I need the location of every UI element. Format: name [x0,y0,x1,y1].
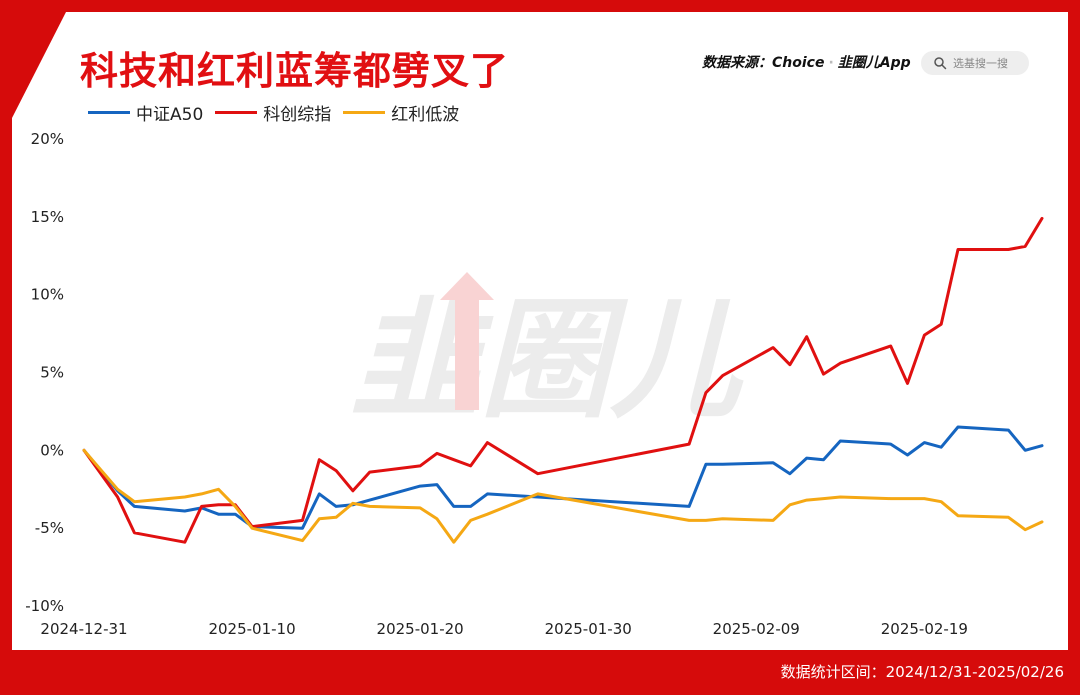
y-tick-label: -10% [25,597,64,615]
data-source: 数据来源：Choice · 韭圈儿App [702,52,911,72]
legend: 中证A50 科创综指 红利低波 [88,100,471,125]
y-tick-label: 0% [40,441,64,459]
search-input[interactable]: 选基搜一搜 [921,51,1029,75]
chart-card [12,12,1068,650]
series-line-1 [82,216,1044,544]
x-tick-label: 2025-02-19 [881,620,968,638]
watermark: 韭圈儿 [350,272,744,436]
x-tick-label: 2025-02-09 [713,620,800,638]
y-axis-ticks: 20% 15% 10% 5% 0% -5% -10% [25,130,64,615]
legend-label-a50: 中证A50 [136,105,204,125]
series-lines [82,216,1044,544]
search-placeholder: 选基搜一搜 [953,57,1008,70]
watermark-text: 韭圈儿 [350,284,744,436]
series-line-0 [82,425,1044,530]
watermark-arrow-icon [440,272,494,410]
x-tick-label: 2025-01-20 [377,620,464,638]
y-tick-label: 15% [31,208,64,226]
source-label: 数据来源：Choice [702,55,825,71]
legend-item-a50: 中证A50 [88,100,203,125]
source-separator: · [828,55,834,71]
legend-label-dividend: 红利低波 [391,105,460,125]
legend-label-star: 科创综指 [263,105,332,125]
series-line-2 [82,448,1044,544]
x-axis-ticks: 2024-12-31 2025-01-10 2025-01-20 2025-01-30… [40,620,968,638]
brand-name: 韭圈儿App [837,55,911,71]
legend-swatch-a50 [88,111,130,114]
y-tick-label: 5% [40,364,64,382]
corner-decoration [12,12,66,118]
y-tick-label: 20% [31,130,64,148]
legend-item-dividend: 红利低波 [343,100,459,125]
y-tick-label: -5% [35,519,64,537]
legend-item-star: 科创综指 [215,100,331,125]
x-tick-label: 2025-01-30 [545,620,632,638]
page-title: 科技和红利蓝筹都劈叉了 [80,49,510,93]
y-tick-label: 10% [31,286,64,304]
legend-swatch-star [215,111,258,114]
x-tick-label: 2024-12-31 [40,620,127,638]
date-range-footer: 数据统计区间：2024/12/31-2025/02/26 [780,663,1064,681]
search-icon [934,57,947,70]
legend-swatch-dividend [343,111,386,114]
x-tick-label: 2025-01-10 [208,620,295,638]
